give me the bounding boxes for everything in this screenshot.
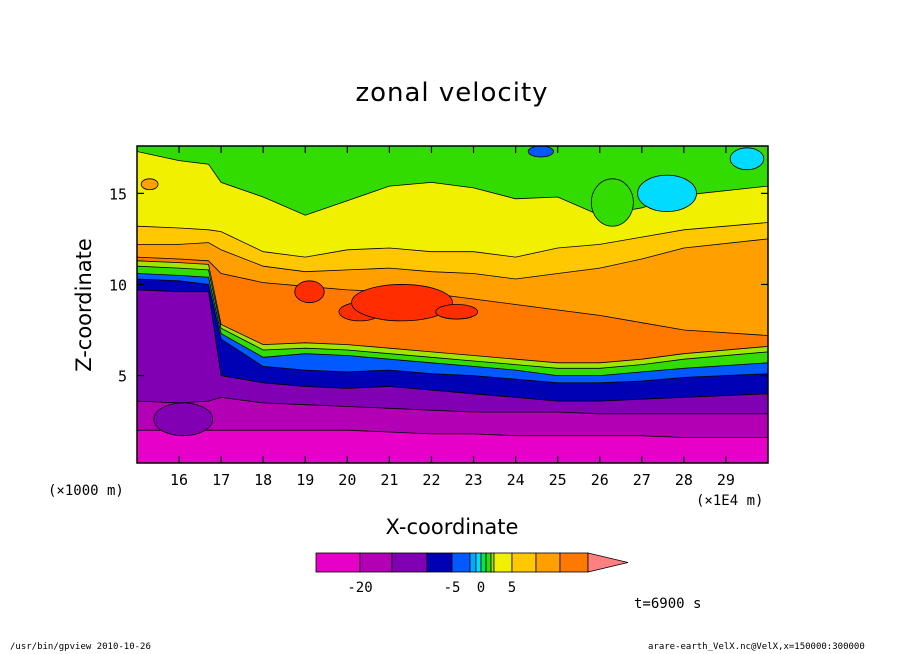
x-axis-label: X-coordinate: [385, 515, 519, 539]
colorbar-swatch: [559, 552, 589, 573]
colorbar-swatch: [391, 552, 428, 573]
x-tick-label: 23: [465, 471, 483, 489]
x-axis: 16 17 18 19 20 21 22 23 24 25 26 27 28 29: [170, 146, 735, 489]
x-tick-label: 26: [591, 471, 609, 489]
plot-frame: [136, 145, 769, 464]
colorbar-swatch: [511, 552, 537, 573]
footer-program-date: /usr/bin/gpview 2010-10-26: [10, 642, 151, 652]
colorbar: -20 -5 0 5: [315, 552, 629, 596]
y-tick-label: 5: [118, 368, 127, 386]
contour-patch-green-cell-1: [590, 178, 634, 227]
colorbar-swatch: [426, 552, 453, 573]
x-tick-label: 21: [380, 471, 398, 489]
colorbar-label: -20: [347, 580, 372, 596]
x-tick-label: 25: [549, 471, 567, 489]
time-label: t=6900 s: [634, 596, 702, 612]
colorbar-swatch: [535, 552, 561, 573]
x-tick-label: 27: [633, 471, 651, 489]
contour-patch-max-core-3: [351, 284, 453, 322]
colorbar-swatch: [490, 552, 495, 573]
colorbar-extension-arrow: [587, 552, 629, 573]
contour-patch-blue-cell-1: [527, 146, 554, 158]
x-unit-label: (×1E4 m): [696, 493, 764, 509]
y-tick-label: 10: [109, 276, 127, 294]
colorbar-swatch: [359, 552, 393, 573]
x-tick-label: 29: [717, 471, 735, 489]
x-tick-label: 16: [170, 471, 188, 489]
colorbar-swatch: [451, 552, 471, 573]
colorbar-swatch: [315, 552, 361, 573]
colorbar-swatch: [475, 552, 482, 573]
contour-patch-purple-cell-1: [153, 402, 214, 437]
chart-title: zonal velocity: [355, 78, 549, 108]
x-tick-label: 24: [507, 471, 525, 489]
y-unit-label: (×1000 m): [48, 483, 124, 499]
contour-patch-max-core-1: [294, 280, 325, 304]
y-tick-label: 15: [109, 185, 127, 203]
colorbar-label: 0: [477, 580, 485, 596]
x-tick-label: 17: [212, 471, 230, 489]
contour-patch-cyan-cell-2: [729, 147, 765, 171]
x-tick-label: 28: [675, 471, 693, 489]
contour-patch-max-core-4: [435, 304, 479, 320]
colorbar-swatch: [469, 552, 477, 573]
contour-patch-cyan-cell-1: [637, 174, 697, 212]
x-tick-label: 22: [422, 471, 440, 489]
x-tick-label: 19: [296, 471, 314, 489]
x-tick-label: 20: [338, 471, 356, 489]
colorbar-swatch: [493, 552, 513, 573]
colorbar-swatch: [485, 552, 492, 573]
colorbar-label: -5: [444, 580, 461, 596]
footer-source: arare-earth_VelX.nc@VelX,x=150000:300000: [648, 642, 865, 652]
x-tick-label: 18: [254, 471, 272, 489]
contour-field: [137, 146, 768, 463]
contour-band-surface-pink: [137, 429, 768, 463]
colorbar-swatch: [480, 552, 487, 573]
y-axis-label: Z-coordinate: [72, 238, 96, 372]
y-axis: 5 10 15: [109, 185, 768, 386]
contour-patch-orange-cell-1: [140, 178, 159, 191]
colorbar-label: 5: [508, 580, 516, 596]
